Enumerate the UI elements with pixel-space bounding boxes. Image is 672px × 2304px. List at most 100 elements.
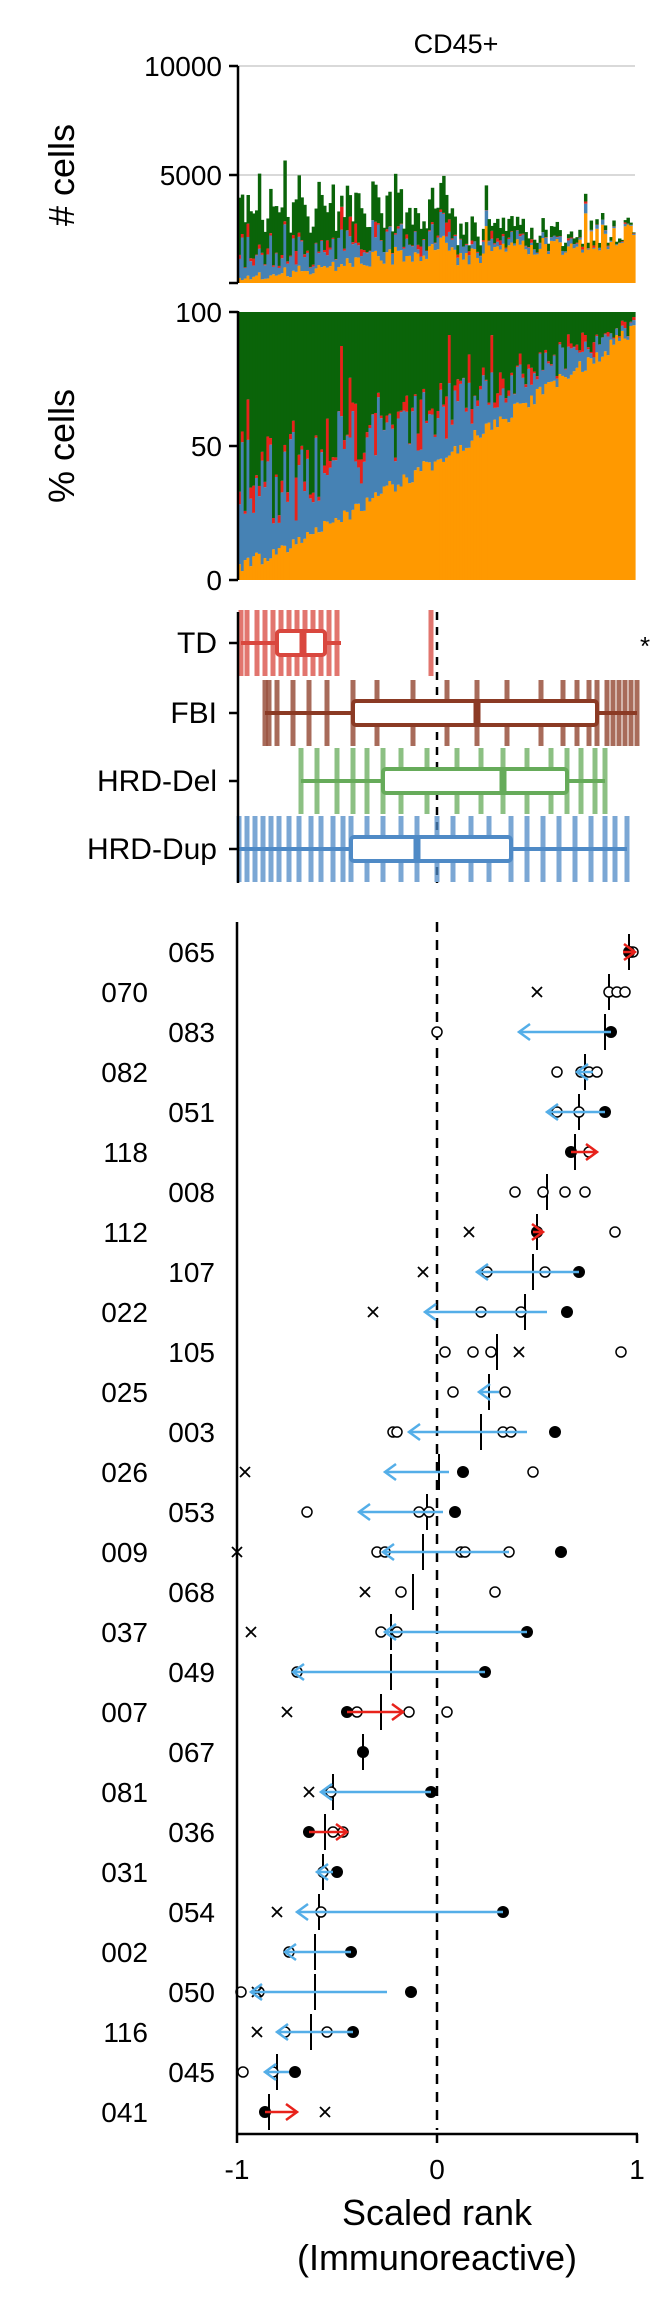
counts-bar-segment	[300, 241, 304, 272]
percent-bar-segment	[280, 480, 284, 493]
counts-bar-segment	[405, 234, 409, 239]
percent-bar-segment	[456, 379, 460, 402]
percent-bar-segment	[450, 312, 455, 420]
percent-bar-segment	[447, 335, 452, 384]
percent-bar-segment	[385, 485, 389, 580]
counts-bar-segment	[342, 248, 347, 251]
percent-bar-segment	[589, 353, 594, 359]
sample-label: 081	[101, 1777, 148, 1808]
percent-bar-segment	[609, 312, 613, 334]
counts-bar-segment	[357, 257, 361, 283]
percent-bar-segment	[493, 419, 497, 580]
percent-bar-segment	[314, 437, 318, 528]
percent-bar-segment	[357, 459, 361, 468]
counts-bar-segment	[402, 248, 406, 262]
percent-bar-segment	[569, 343, 574, 349]
percent-bar-segment	[450, 451, 455, 580]
counts-bar-segment	[490, 230, 494, 239]
percent-bar-segment	[436, 459, 440, 580]
percent-bar-segment	[462, 312, 466, 378]
counts-bar-segment	[493, 243, 497, 245]
counts-bar-segment	[547, 254, 551, 283]
sample-open-point	[489, 1586, 501, 1598]
percent-ytick-label-0: 0	[206, 565, 222, 596]
percent-bar-segment	[283, 545, 287, 580]
percent-bar-segment	[391, 428, 395, 485]
percent-bar-segment	[300, 542, 304, 580]
percent-bar-segment	[490, 335, 494, 373]
ranks-xlabel: Scaled rank	[342, 2192, 533, 2233]
counts-bar-segment	[439, 237, 443, 283]
percent-bar-segment	[331, 312, 336, 458]
percent-bar-segment	[575, 344, 579, 351]
percent-bar-segment	[246, 439, 250, 558]
counts-bar-segment	[317, 264, 321, 283]
counts-bar-segment	[462, 234, 466, 247]
counts-bar-segment	[464, 222, 469, 244]
counts-bar-segment	[632, 233, 636, 234]
percent-bar-segment	[238, 312, 242, 492]
counts-bar-segment	[538, 243, 543, 249]
counts-bar-segment	[269, 275, 273, 283]
percent-bar-segment	[362, 452, 367, 462]
percent-bar-segment	[490, 429, 494, 580]
counts-bar-segment	[572, 238, 577, 245]
counts-bar-segment	[300, 197, 304, 241]
percent-bar-segment	[578, 361, 582, 580]
percent-bar-segment	[436, 410, 440, 419]
counts-bar-segment	[530, 244, 534, 283]
percent-bar-segment	[374, 492, 378, 580]
percent-bar-segment	[351, 402, 355, 412]
percent-bar-segment	[257, 553, 262, 580]
percent-bar-segment	[345, 434, 350, 436]
percent-bar-segment	[425, 461, 429, 580]
percent-bar-segment	[538, 312, 543, 353]
percent-bar-segment	[323, 521, 327, 580]
percent-bar-segment	[445, 312, 449, 397]
counts-bar-segment	[294, 199, 299, 252]
counts-bar-segment	[334, 230, 338, 260]
counts-bar-segment	[510, 242, 514, 283]
percent-bar-segment	[399, 410, 404, 413]
percent-bar-segment	[359, 459, 364, 484]
percent-bar-segment	[450, 424, 455, 452]
sample-arrow-head	[262, 2062, 277, 2082]
percent-bar-segment	[572, 312, 577, 347]
percent-bar-segment	[342, 448, 347, 511]
percent-bar-segment	[626, 336, 630, 340]
percent-bar-segment	[291, 432, 296, 540]
counts-bar-segment	[340, 206, 344, 230]
counts-bar-segment	[314, 242, 318, 244]
percent-bar-segment	[376, 397, 381, 496]
percent-bar-segment	[252, 485, 256, 513]
sample-label: 008	[168, 1177, 215, 1208]
counts-bar-segment	[507, 238, 511, 246]
counts-bar-segment	[515, 216, 520, 231]
percent-bar-segment	[555, 378, 560, 388]
percent-bar-segment	[240, 442, 245, 572]
percent-bar-segment	[586, 347, 591, 350]
counts-bar-segment	[277, 274, 282, 283]
percent-bar-segment	[507, 422, 511, 580]
percent-bar-segment	[413, 470, 418, 580]
counts-bar-segment	[308, 274, 313, 283]
counts-bar-segment	[419, 246, 423, 257]
percent-bar-segment	[294, 477, 299, 521]
percent-bar-segment	[612, 312, 616, 338]
percent-bar-segment	[280, 545, 284, 580]
counts-bar-segment	[238, 277, 242, 283]
counts-bar-segment	[391, 253, 395, 254]
percent-bar-segment	[422, 461, 426, 580]
counts-bar-segment	[300, 240, 304, 242]
counts-bar-segment	[371, 251, 375, 283]
percent-bar-segment	[606, 332, 611, 337]
counts-bar-segment	[362, 265, 367, 283]
percent-bar-segment	[609, 333, 613, 340]
counts-bar-segment	[255, 210, 259, 255]
percent-bar-segment	[561, 347, 565, 376]
sample-arrow-head	[585, 1142, 600, 1162]
counts-bar-segment	[620, 241, 625, 243]
percent-bar-segment	[572, 346, 577, 348]
percent-bar-segment	[603, 312, 608, 334]
sample-arrow-head	[391, 1702, 406, 1722]
